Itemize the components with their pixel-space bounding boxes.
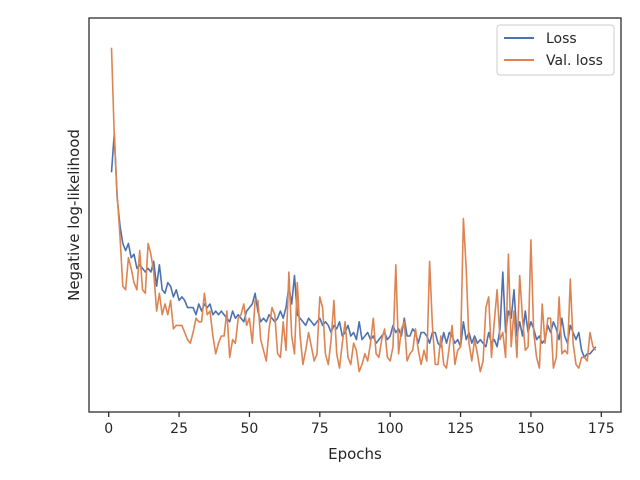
legend-label-val-loss: Val. loss: [546, 53, 603, 69]
x-tick-label-100: 100: [377, 421, 404, 437]
x-tick-label-25: 25: [170, 421, 188, 437]
x-tick-label-0: 0: [104, 421, 113, 437]
series-layer: [110, 47, 597, 373]
x-tick-label-75: 75: [311, 421, 329, 437]
y-axis-label: Negative log-likelihood: [65, 129, 83, 301]
x-tick-label-150: 150: [518, 421, 545, 437]
x-tick-label-125: 125: [447, 421, 474, 437]
x-axis-ticks: 0 25 50 75 100 125 150 175: [104, 412, 615, 437]
legend-label-loss: Loss: [546, 31, 577, 47]
x-axis-label: Epochs: [328, 445, 382, 463]
series-line-val-loss: [110, 47, 597, 373]
x-tick-label-175: 175: [588, 421, 615, 437]
series-line-loss: [110, 132, 597, 359]
legend: Loss Val. loss: [496, 24, 615, 76]
plot-frame: [88, 17, 622, 413]
x-tick-label-50: 50: [241, 421, 259, 437]
